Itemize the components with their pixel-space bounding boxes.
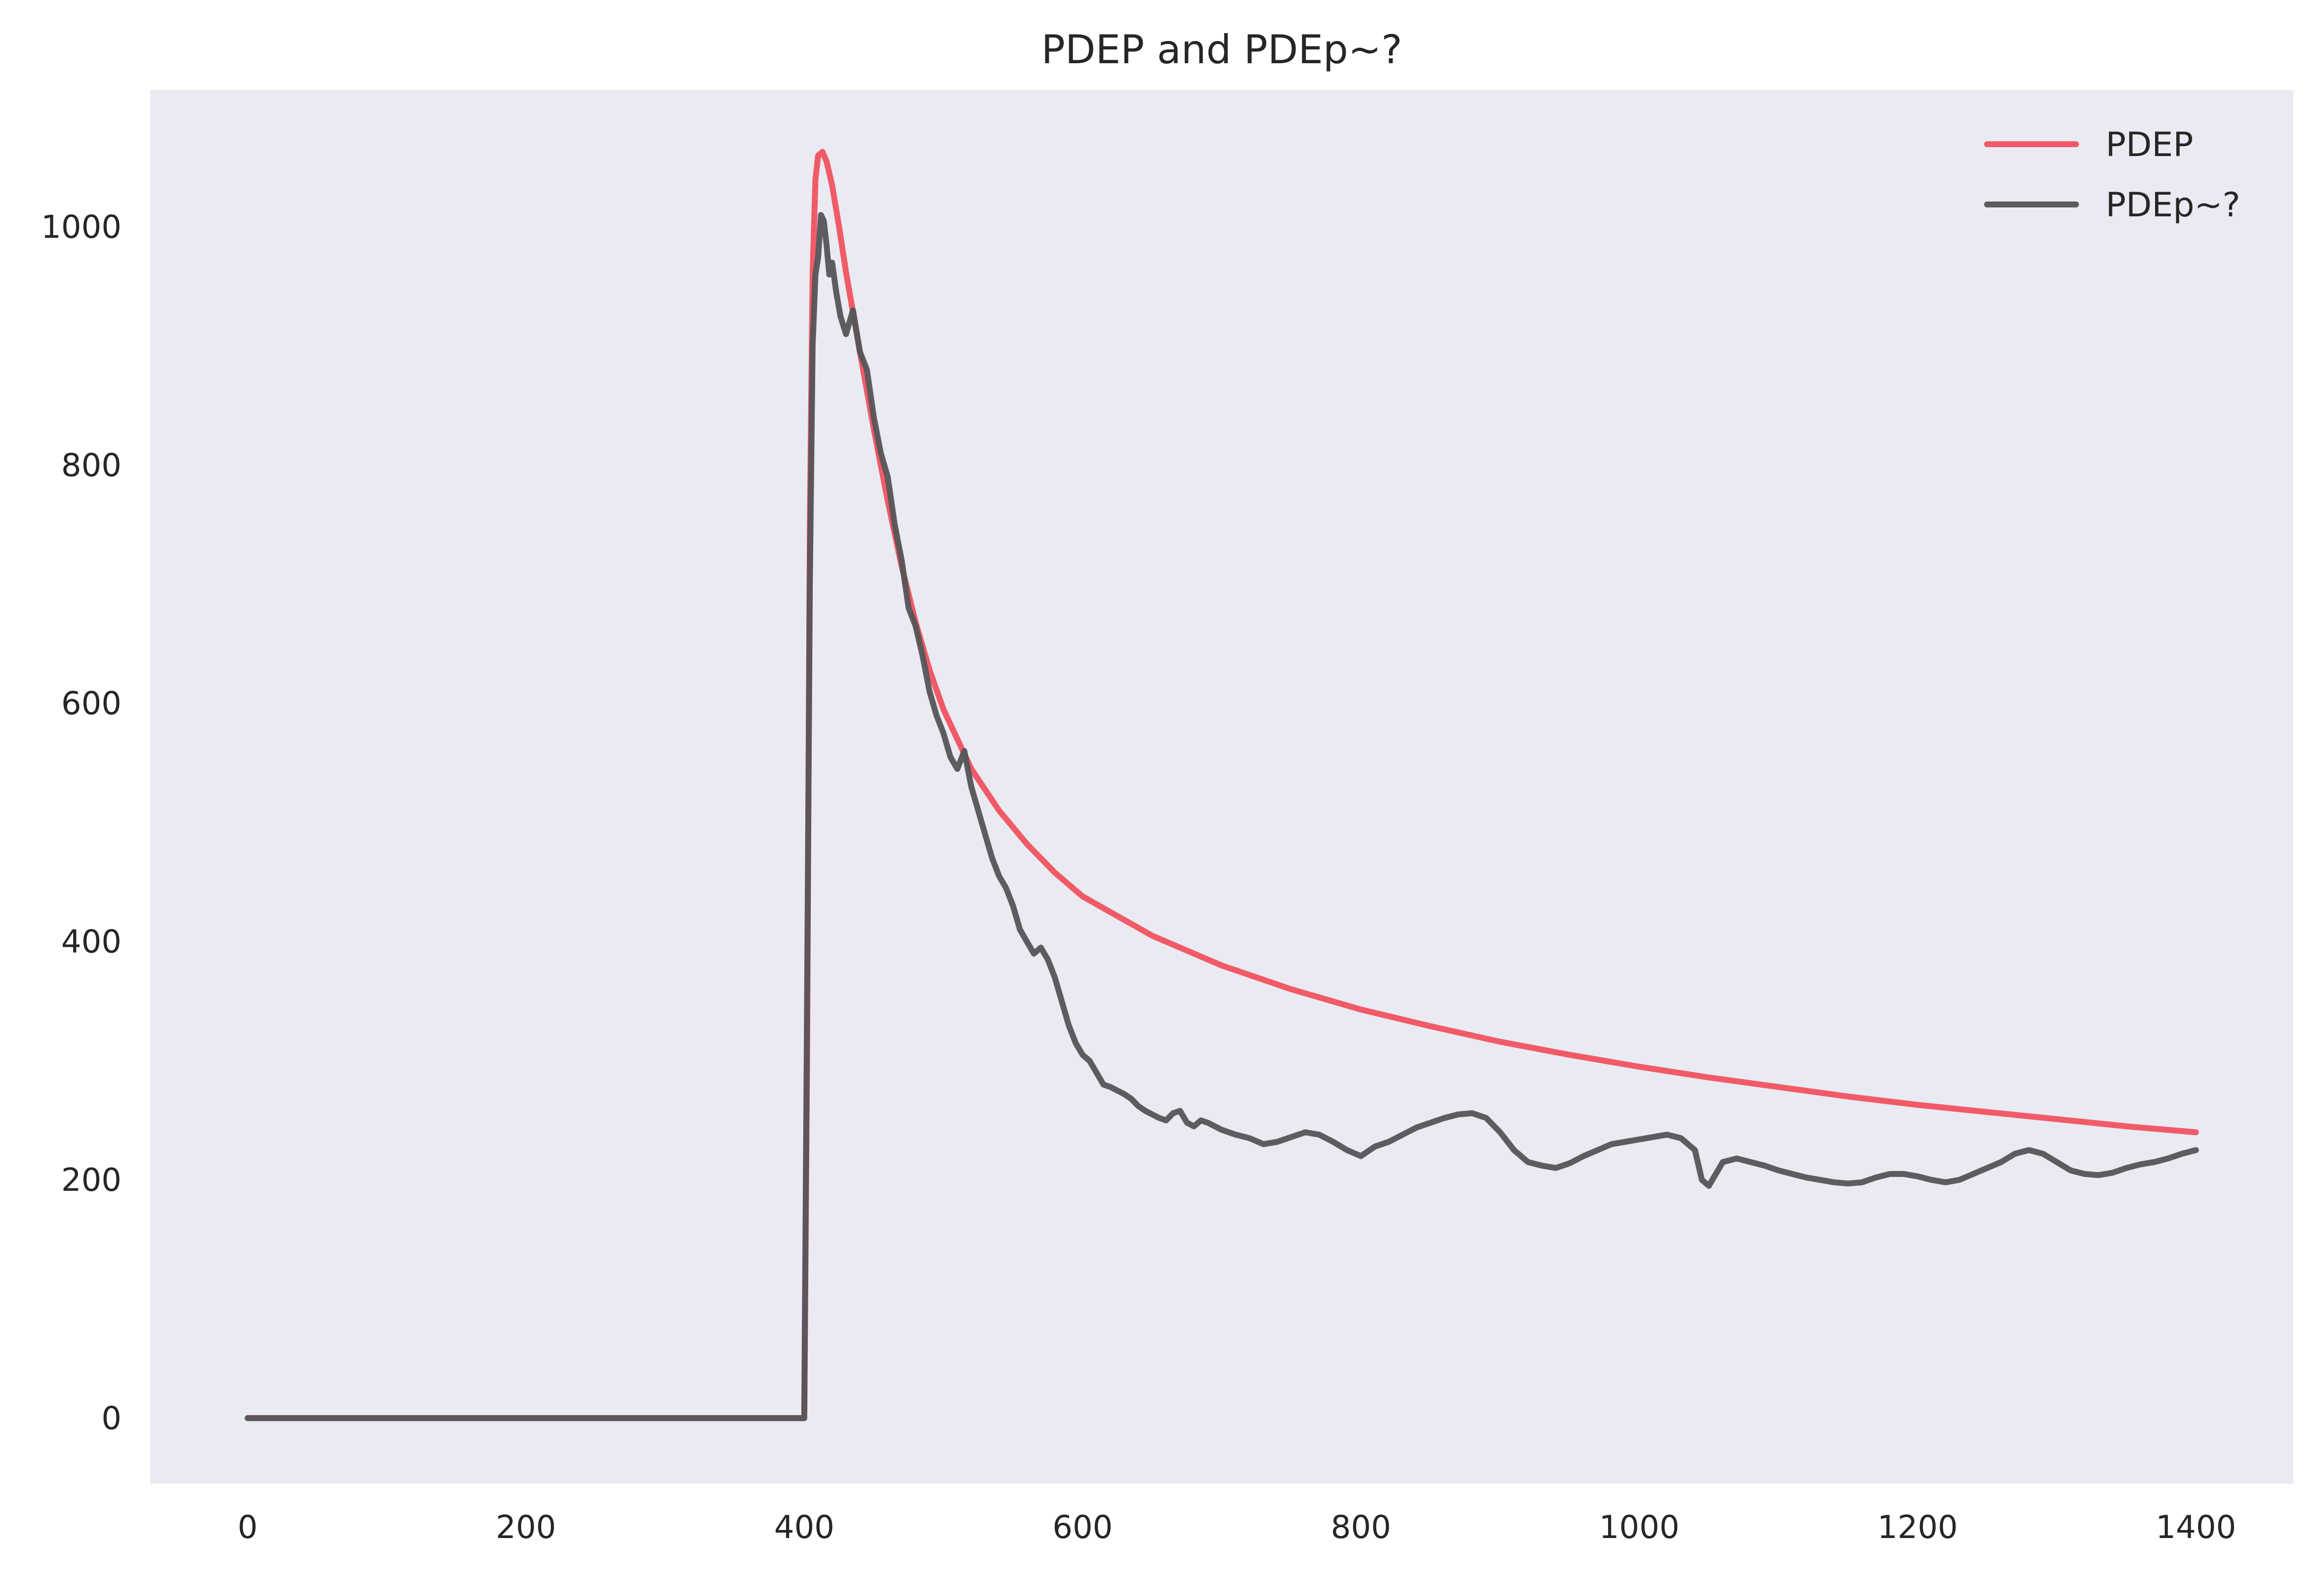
x-tick-label: 600 xyxy=(1052,1509,1113,1546)
y-tick-label: 200 xyxy=(61,1162,122,1199)
chart-title: PDEP and PDEp~? xyxy=(1041,27,1403,73)
series-layer xyxy=(245,149,2199,1421)
y-tick-label: 1000 xyxy=(41,209,122,245)
y-tick-label: 400 xyxy=(61,924,122,961)
series-line-1 xyxy=(245,149,2199,1421)
y-tick-label: 0 xyxy=(101,1400,122,1437)
x-tick-label: 400 xyxy=(774,1509,834,1546)
legend-label-1: PDEP xyxy=(2106,125,2193,164)
x-tick-label: 1000 xyxy=(1599,1509,1680,1546)
x-tick-label: 1200 xyxy=(1877,1509,1958,1546)
x-tick-label: 1400 xyxy=(2156,1509,2236,1546)
x-tick-label: 800 xyxy=(1331,1509,1391,1546)
x-tick-label: 0 xyxy=(238,1509,258,1546)
x-tick-label: 200 xyxy=(496,1509,556,1546)
series-line-2 xyxy=(245,212,2199,1421)
y-axis-ticks: 0 200 400 600 800 1000 xyxy=(41,209,122,1437)
y-tick-label: 800 xyxy=(61,447,122,484)
x-axis-ticks: 0 200 400 600 800 1000 1200 1400 xyxy=(238,1509,2236,1546)
plot-area xyxy=(150,90,2293,1484)
y-tick-label: 600 xyxy=(61,686,122,722)
legend-label-2: PDEp~? xyxy=(2106,186,2241,225)
legend: PDEP PDEp~? xyxy=(1984,125,2241,225)
